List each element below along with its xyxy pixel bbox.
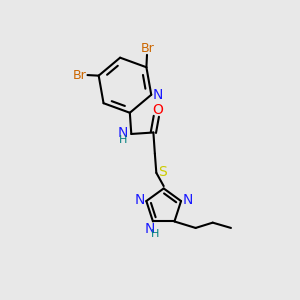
Text: Br: Br xyxy=(72,69,86,82)
Text: N: N xyxy=(118,126,128,140)
Text: N: N xyxy=(152,88,163,102)
Text: N: N xyxy=(145,222,155,236)
Text: Br: Br xyxy=(141,42,155,55)
Text: H: H xyxy=(151,230,160,239)
Text: H: H xyxy=(119,135,127,146)
Text: S: S xyxy=(158,165,167,179)
Text: N: N xyxy=(135,193,145,207)
Text: N: N xyxy=(183,193,193,207)
Text: O: O xyxy=(152,103,163,117)
